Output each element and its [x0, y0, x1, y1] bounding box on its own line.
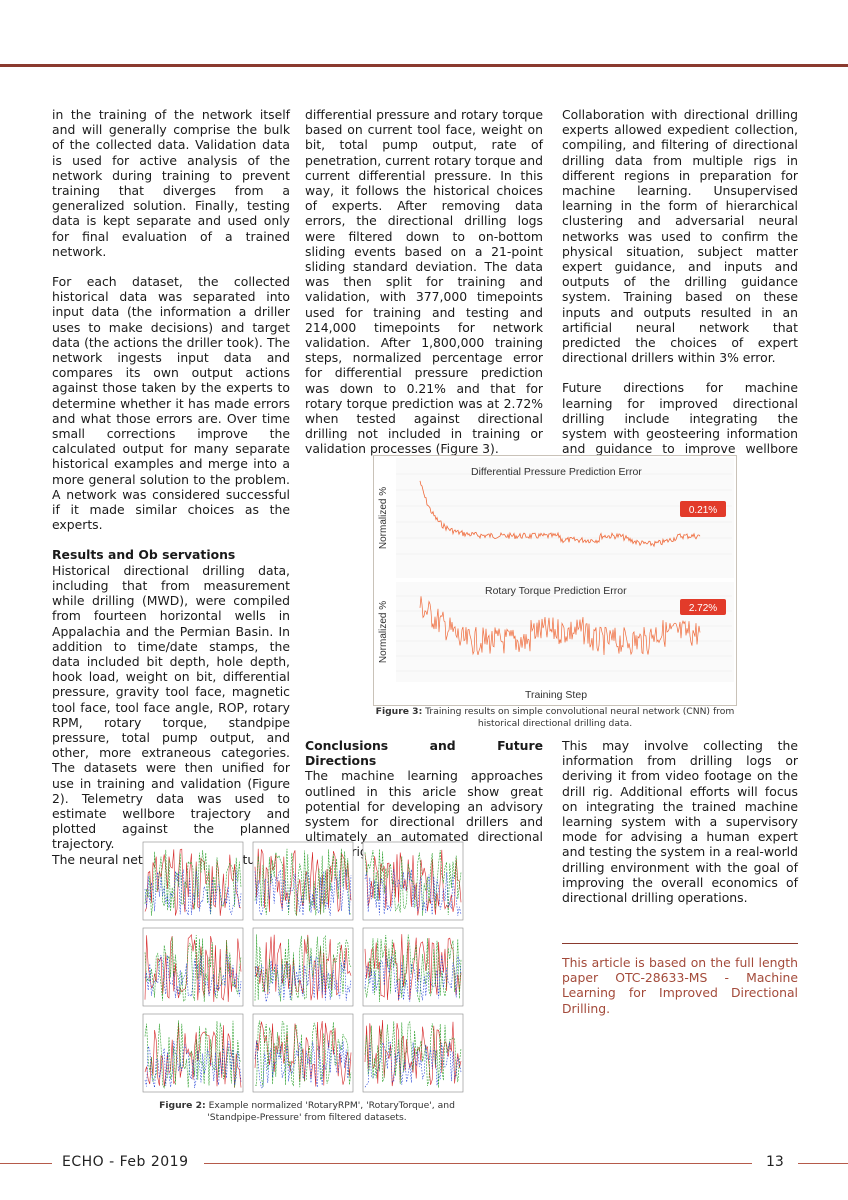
small-plot — [252, 927, 354, 1007]
bottom-value-badge — [680, 599, 726, 615]
bottom-panel — [396, 582, 734, 682]
column-1: in the training of the network itself an… — [52, 107, 290, 882]
xlabel: Training Step — [525, 689, 587, 701]
paragraph: in the training of the network itself an… — [52, 107, 290, 259]
footer: ECHO - Feb 2019 13 — [0, 1152, 848, 1176]
header-rule — [0, 64, 848, 67]
small-plot — [142, 927, 244, 1007]
bottom-gridlines — [396, 595, 732, 672]
footer-rule-left — [0, 1163, 52, 1164]
page-number: 13 — [766, 1154, 784, 1170]
figure-2 — [137, 840, 467, 1095]
small-plot — [142, 841, 244, 921]
top-value-badge — [680, 501, 726, 517]
column-3-lower: This may involve collecting the informat… — [562, 738, 798, 920]
top-gridlines — [396, 473, 732, 555]
footer-rule-right — [798, 1163, 848, 1164]
figure-2-grid — [142, 841, 464, 1093]
footer-rule-middle — [204, 1163, 752, 1164]
source-note: This article is based on the full length… — [562, 955, 798, 1016]
section-heading-results: Results and Ob servations — [52, 547, 236, 563]
rotary-torque-series — [419, 596, 701, 656]
top-ylabel: Normalized % — [378, 487, 389, 549]
paragraph: This may involve collecting the informat… — [562, 738, 798, 906]
note-rule — [562, 943, 798, 944]
small-plot — [252, 841, 354, 921]
small-plot — [362, 927, 464, 1007]
small-plot — [362, 1013, 464, 1093]
top-value-label: 0.21% — [689, 505, 717, 516]
bottom-value-label: 2.72% — [689, 603, 717, 614]
section-heading-conclusions: Conclusions and Future Directions — [305, 738, 543, 769]
small-plot — [252, 1013, 354, 1093]
top-panel-title: Differential Pressure Prediction Error — [471, 466, 642, 478]
footer-publication: ECHO - Feb 2019 — [62, 1154, 189, 1170]
figure-3: Differential Pressure Prediction Error 0… — [373, 455, 737, 706]
bottom-ylabel: Normalized % — [378, 601, 389, 663]
paragraph: Collaboration with directional drilling … — [562, 107, 798, 366]
caption-text: Training results on simple convolutional… — [422, 706, 735, 729]
caption-label: Figure 2: — [159, 1100, 206, 1111]
bottom-panel-title: Rotary Torque Prediction Error — [485, 585, 627, 597]
figure-2-caption: Figure 2: Example normalized 'RotaryRPM'… — [132, 1100, 482, 1124]
column-3: Collaboration with directional drilling … — [562, 107, 798, 487]
paragraph: Historical directional drilling data, in… — [52, 562, 290, 852]
paragraph: For each dataset, the collected historic… — [52, 274, 290, 533]
small-plot — [142, 1013, 244, 1093]
differential-pressure-series — [419, 480, 701, 548]
small-plot — [362, 841, 464, 921]
top-panel — [396, 458, 734, 578]
column-2: differential pressure and rotary torque … — [305, 107, 543, 472]
caption-text: Example normalized 'RotaryRPM', 'RotaryT… — [205, 1100, 455, 1123]
figure-3-caption: Figure 3: Training results on simple con… — [360, 706, 750, 730]
paragraph: differential pressure and rotary torque … — [305, 107, 543, 457]
figure-3-chart: Differential Pressure Prediction Error 0… — [378, 458, 734, 701]
caption-label: Figure 3: — [375, 706, 423, 717]
